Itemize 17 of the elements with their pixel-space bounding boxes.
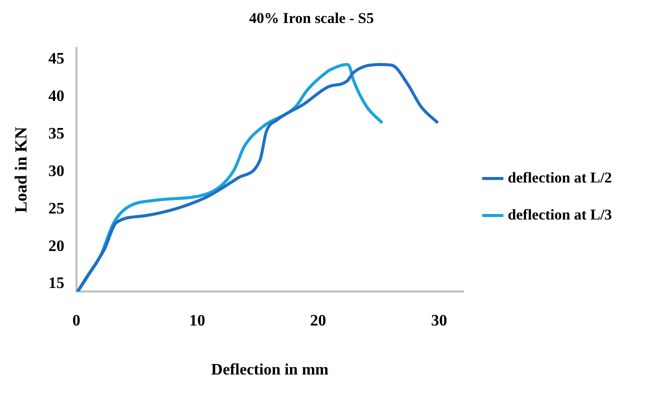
x-tick-label: 20 (310, 312, 326, 330)
y-tick-label: 30 (48, 162, 64, 180)
y-tick-label: 20 (48, 238, 64, 255)
line-series (76, 62, 440, 292)
y-axis-title: Load in KN (12, 126, 31, 213)
x-tick-label: 30 (431, 312, 448, 330)
x-tick-label: 0 (72, 312, 80, 330)
x-axis-title: Deflection in mm (211, 362, 330, 379)
y-tick-label: 35 (48, 125, 64, 142)
y-tick-label: 40 (48, 88, 64, 105)
y-tick-label: 25 (48, 200, 64, 218)
legend-label: deflection at L/3 (508, 207, 612, 224)
y-tick-label: 15 (48, 275, 64, 292)
chart-title: 40% Iron scale - S5 (249, 10, 374, 27)
x-tick-label: 10 (189, 312, 206, 330)
y-tick-label: 45 (48, 50, 64, 68)
legend-label: deflection at L/2 (508, 170, 612, 186)
